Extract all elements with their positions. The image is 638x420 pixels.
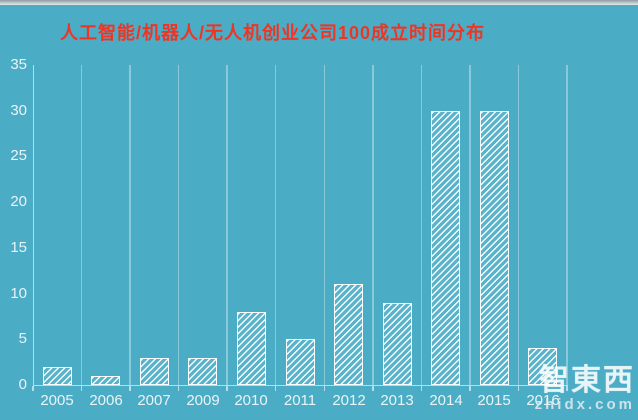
x-axis-tick-label: 2010 [234,392,268,409]
chart-title: 人工智能/机器人/无人机创业公司100成立时间分布 [60,23,486,43]
top-border-strip [0,0,638,5]
x-axis-tick [177,386,180,391]
x-axis-tick-label: 2009 [186,392,220,409]
x-axis-tick [274,386,277,391]
bar [431,111,460,385]
y-axis-tick-label: 35 [10,56,27,73]
y-axis-tick-label: 30 [10,102,27,119]
bar [91,376,120,385]
x-axis-tick [32,386,34,391]
x-axis-tick [420,386,423,391]
bar [140,358,169,385]
x-axis-tick-label: 2014 [429,392,463,409]
x-axis-tick [80,386,83,391]
category-gridline [226,65,228,385]
x-axis-tick-label: 2011 [283,392,317,409]
x-axis-tick [517,386,520,391]
category-gridline [80,65,83,385]
x-axis-tick [469,386,471,391]
category-gridline [420,65,423,385]
category-gridline [566,65,568,385]
bar [480,111,509,385]
x-axis-tick-label: 2012 [332,392,366,409]
category-gridline [274,65,277,385]
x-axis-tick [226,386,228,391]
bar [286,339,315,385]
y-axis-tick-label: 25 [10,147,27,164]
category-gridline [469,65,471,385]
x-axis-tick-label: 2016 [526,392,560,409]
y-axis-tick-label: 10 [10,285,27,302]
x-axis-tick [129,386,131,391]
bar [188,358,217,385]
x-axis-tick [323,386,326,391]
category-gridline [177,65,180,385]
y-axis-tick-label: 20 [10,193,27,210]
category-gridline [323,65,326,385]
x-axis-tick-label: 2006 [89,392,123,409]
bar [43,367,72,385]
bar [383,303,412,385]
category-gridline [372,65,374,385]
plot-area [33,65,568,386]
x-axis-tick-label: 2013 [380,392,414,409]
bar [334,284,363,385]
x-axis-tick [566,386,568,391]
x-axis-tick [372,386,374,391]
y-axis-tick-label: 0 [18,376,27,393]
bar [528,348,557,385]
x-axis-tick-label: 2007 [137,392,171,409]
category-gridline [517,65,520,385]
y-axis-tick-label: 5 [18,330,27,347]
x-axis-tick-label: 2005 [40,392,74,409]
x-axis-tick-label: 2015 [477,392,511,409]
bar [237,312,266,385]
y-axis-tick-label: 15 [10,239,27,256]
category-gridline [129,65,131,385]
